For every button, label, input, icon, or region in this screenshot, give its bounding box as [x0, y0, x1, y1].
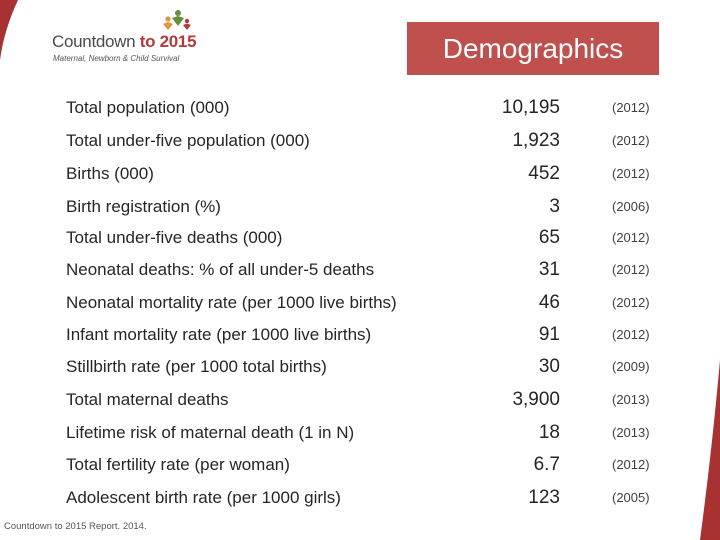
indicator-label: Total under-five population (000): [66, 131, 310, 150]
indicator-row: Adolescent birth rate (per 1000 girls) 12…: [0, 484, 720, 512]
logo-title: Countdown to 2015: [52, 32, 197, 51]
indicator-label: Births (000): [66, 164, 154, 183]
indicator-year: (2012): [612, 230, 650, 245]
right-corner-decoration: [700, 360, 720, 540]
indicator-year: (2013): [612, 425, 650, 440]
indicator-label: Lifetime risk of maternal death (1 in N): [66, 423, 355, 442]
indicator-label: Stillbirth rate (per 1000 total births): [66, 357, 327, 376]
indicator-row: Total population (000) 10,195 (2012): [0, 94, 720, 122]
indicator-row: Neonatal deaths: % of all under-5 deaths…: [0, 256, 720, 284]
indicator-value: 31: [538, 259, 560, 280]
indicator-row: Total under-five population (000) 1,923 (2…: [0, 127, 720, 155]
indicator-value: 3,900: [512, 389, 560, 410]
indicator-value: 6.7: [533, 454, 560, 475]
indicator-value: 3: [549, 196, 560, 217]
people-figures-icon: [163, 10, 191, 30]
indicator-row: Stillbirth rate (per 1000 total births) 3…: [0, 353, 720, 381]
indicator-value: 123: [528, 487, 560, 508]
indicator-label: Adolescent birth rate (per 1000 girls): [66, 488, 341, 507]
indicator-value: 46: [538, 292, 560, 313]
indicator-label: Neonatal mortality rate (per 1000 live b…: [66, 293, 397, 312]
indicator-value: 18: [538, 422, 560, 443]
indicator-year: (2005): [612, 490, 650, 505]
indicator-label: Infant mortality rate (per 1000 live bir…: [66, 325, 372, 344]
indicator-label: Birth registration (%): [66, 197, 221, 216]
indicator-label: Total fertility rate (per woman): [66, 455, 290, 474]
source-note: Countdown to 2015 Report. 2014.: [4, 521, 147, 532]
logo-subtitle: Maternal, Newborn & Child Survival: [53, 54, 180, 63]
indicator-row: Total fertility rate (per woman) 6.7 (2012…: [0, 451, 720, 479]
indicator-year: (2013): [612, 392, 650, 407]
indicator-row: Neonatal mortality rate (per 1000 live b…: [0, 289, 720, 317]
indicator-label: Neonatal deaths: % of all under-5 deaths: [66, 260, 375, 279]
indicator-row: Total maternal deaths 3,900 (2013): [0, 386, 720, 414]
indicator-row: Infant mortality rate (per 1000 live bir…: [0, 321, 720, 349]
indicator-value: 452: [528, 163, 560, 184]
indicator-year: (2009): [612, 359, 650, 374]
indicator-label: Total under-five deaths (000): [66, 228, 283, 247]
indicator-year: (2012): [612, 262, 650, 277]
indicator-year: (2006): [612, 199, 650, 214]
indicator-year: (2012): [612, 295, 650, 310]
left-corner-decoration: [0, 0, 18, 60]
indicator-value: 10,195: [501, 97, 560, 118]
indicator-label: Total population (000): [66, 98, 230, 117]
indicator-year: (2012): [612, 166, 650, 181]
indicator-year: (2012): [612, 327, 650, 342]
countdown-logo: Countdown to 2015 Maternal, Newborn & Ch…: [52, 8, 212, 68]
indicator-value: 1,923: [512, 130, 560, 151]
indicator-row: Births (000) 452 (2012): [0, 160, 720, 188]
indicator-row: Total under-five deaths (000) 65 (2012): [0, 224, 720, 252]
indicator-row: Birth registration (%) 3 (2006): [0, 193, 720, 221]
indicator-year: (2012): [612, 457, 650, 472]
section-banner: Demographics: [407, 22, 659, 75]
indicator-value: 30: [538, 356, 560, 377]
indicator-row: Lifetime risk of maternal death (1 in N)…: [0, 419, 720, 447]
indicator-year: (2012): [612, 133, 650, 148]
indicator-label: Total maternal deaths: [66, 390, 229, 409]
indicator-value: 65: [538, 227, 560, 248]
indicator-year: (2012): [612, 100, 650, 115]
indicator-value: 91: [538, 324, 560, 345]
